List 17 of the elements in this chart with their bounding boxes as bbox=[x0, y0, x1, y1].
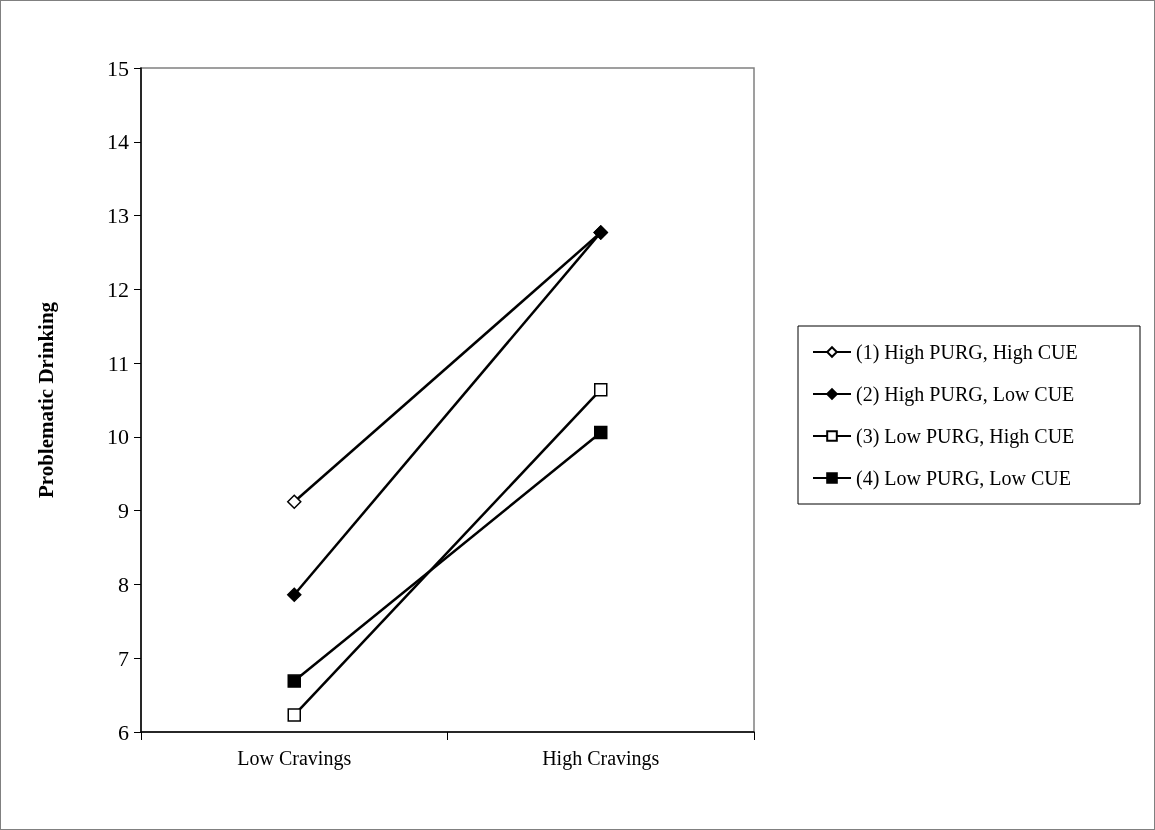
y-tick-label: 7 bbox=[118, 645, 129, 671]
legend-label: (2) High PURG, Low CUE bbox=[856, 383, 1075, 406]
legend-label: (3) Low PURG, High CUE bbox=[856, 425, 1075, 448]
x-tick-label: High Cravings bbox=[542, 747, 660, 770]
y-tick-label: 15 bbox=[107, 55, 129, 81]
y-tick-label: 12 bbox=[107, 276, 129, 302]
y-tick-label: 10 bbox=[107, 424, 129, 450]
y-tick-label: 6 bbox=[118, 719, 129, 745]
legend-label: (1) High PURG, High CUE bbox=[856, 341, 1078, 364]
y-tick-label: 11 bbox=[107, 350, 129, 376]
x-tick-label: Low Cravings bbox=[237, 747, 352, 770]
y-tick-label: 14 bbox=[107, 129, 129, 155]
y-tick-label: 8 bbox=[118, 571, 129, 597]
y-axis-title: Problematic Drinking bbox=[33, 301, 58, 499]
y-tick-label: 9 bbox=[118, 498, 129, 524]
legend-label: (4) Low PURG, Low CUE bbox=[856, 467, 1071, 490]
y-tick-label: 13 bbox=[107, 203, 129, 229]
